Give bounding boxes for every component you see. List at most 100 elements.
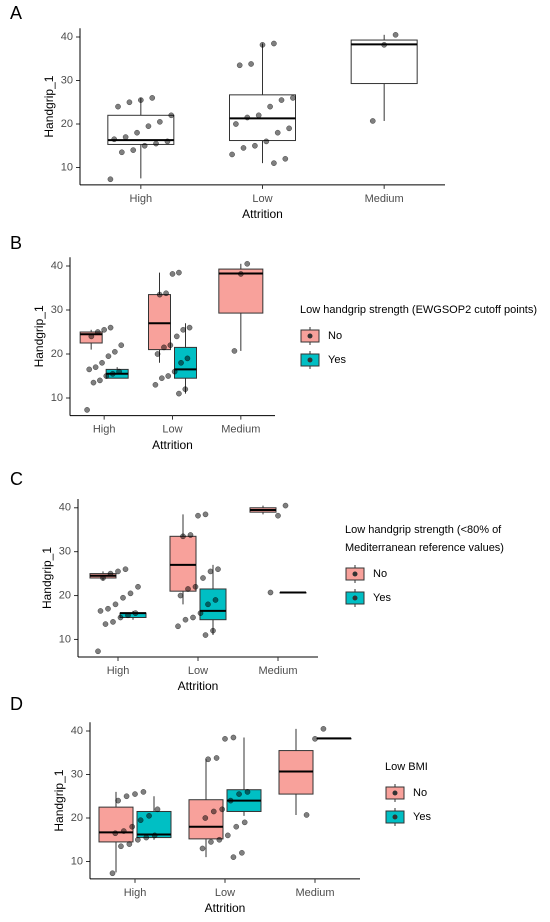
point (180, 533, 186, 540)
y-axis-title: Handgrip_1 (40, 547, 54, 609)
legend-key-dot (392, 790, 398, 796)
box (199, 588, 227, 621)
point (320, 725, 327, 732)
x-axis-title: Attrition (242, 207, 283, 221)
point (278, 97, 285, 103)
y-tick-label: 30 (61, 74, 73, 86)
point (135, 583, 141, 590)
panel-label: D (10, 694, 23, 714)
point (84, 407, 90, 413)
point (153, 140, 159, 147)
point (126, 841, 133, 847)
point (176, 390, 182, 397)
y-tick-label: 40 (51, 260, 63, 272)
y-tick-label: 20 (51, 348, 63, 360)
panel-label: B (10, 233, 22, 253)
point (167, 342, 174, 349)
point (152, 381, 159, 388)
y-tick-label: 30 (71, 768, 83, 780)
point (169, 271, 176, 277)
point (255, 112, 262, 119)
legend-title: Low handgrip strength (<80% of (345, 524, 502, 536)
y-tick-label: 10 (51, 392, 63, 404)
point (237, 271, 244, 277)
point (151, 832, 158, 839)
point (127, 590, 134, 597)
legend-label: No (373, 568, 387, 580)
point (244, 789, 251, 795)
point (125, 612, 131, 619)
point (271, 160, 277, 166)
y-tick-label: 20 (59, 589, 71, 601)
point (274, 129, 281, 136)
point (208, 839, 214, 845)
point (117, 614, 124, 621)
x-tick-label: Medium (258, 665, 297, 677)
point (192, 583, 199, 590)
y-tick-label: 20 (61, 118, 73, 130)
point (219, 806, 226, 813)
point (210, 808, 217, 815)
point (129, 823, 136, 830)
point (224, 832, 231, 839)
point (271, 40, 277, 47)
legend-key-dot (307, 333, 313, 339)
point (171, 368, 178, 375)
point (240, 145, 247, 151)
point (115, 568, 121, 575)
point (94, 329, 101, 335)
point (115, 797, 121, 804)
point (248, 61, 254, 67)
point (88, 333, 95, 340)
point (236, 791, 242, 797)
point (111, 348, 118, 355)
point (195, 512, 201, 519)
point (176, 269, 182, 276)
point (205, 601, 211, 608)
point (97, 377, 103, 384)
box (169, 535, 197, 592)
x-tick-label: Medium (365, 193, 404, 205)
point (236, 62, 243, 69)
point (184, 355, 191, 362)
point (107, 324, 114, 331)
point (212, 597, 219, 603)
point (213, 755, 220, 761)
box (148, 294, 171, 351)
point (132, 610, 139, 616)
point (99, 359, 105, 366)
point (120, 828, 127, 834)
legend-key-dot (352, 571, 358, 577)
point (282, 502, 289, 509)
point (109, 870, 116, 877)
point (252, 142, 258, 149)
legend-label: Yes (373, 592, 391, 604)
y-tick-label: 40 (71, 725, 83, 737)
legend-label: No (328, 330, 342, 342)
point (154, 806, 161, 813)
x-tick-label: High (93, 424, 116, 436)
point (141, 142, 148, 149)
point (134, 129, 140, 136)
point (168, 112, 175, 119)
point (178, 359, 184, 366)
legend-key-dot (392, 814, 398, 820)
point (286, 125, 292, 132)
point (175, 623, 181, 630)
point (158, 375, 165, 382)
box (98, 806, 134, 843)
x-axis-title: Attrition (205, 901, 246, 915)
point (165, 373, 172, 379)
point (105, 353, 112, 360)
y-tick-label: 30 (51, 304, 63, 316)
point (190, 614, 196, 621)
point (107, 176, 114, 183)
y-tick-label: 10 (71, 855, 83, 867)
point (112, 601, 119, 608)
point (177, 592, 184, 599)
point (97, 608, 104, 614)
point (111, 136, 118, 143)
point (233, 121, 239, 127)
point (200, 575, 206, 581)
